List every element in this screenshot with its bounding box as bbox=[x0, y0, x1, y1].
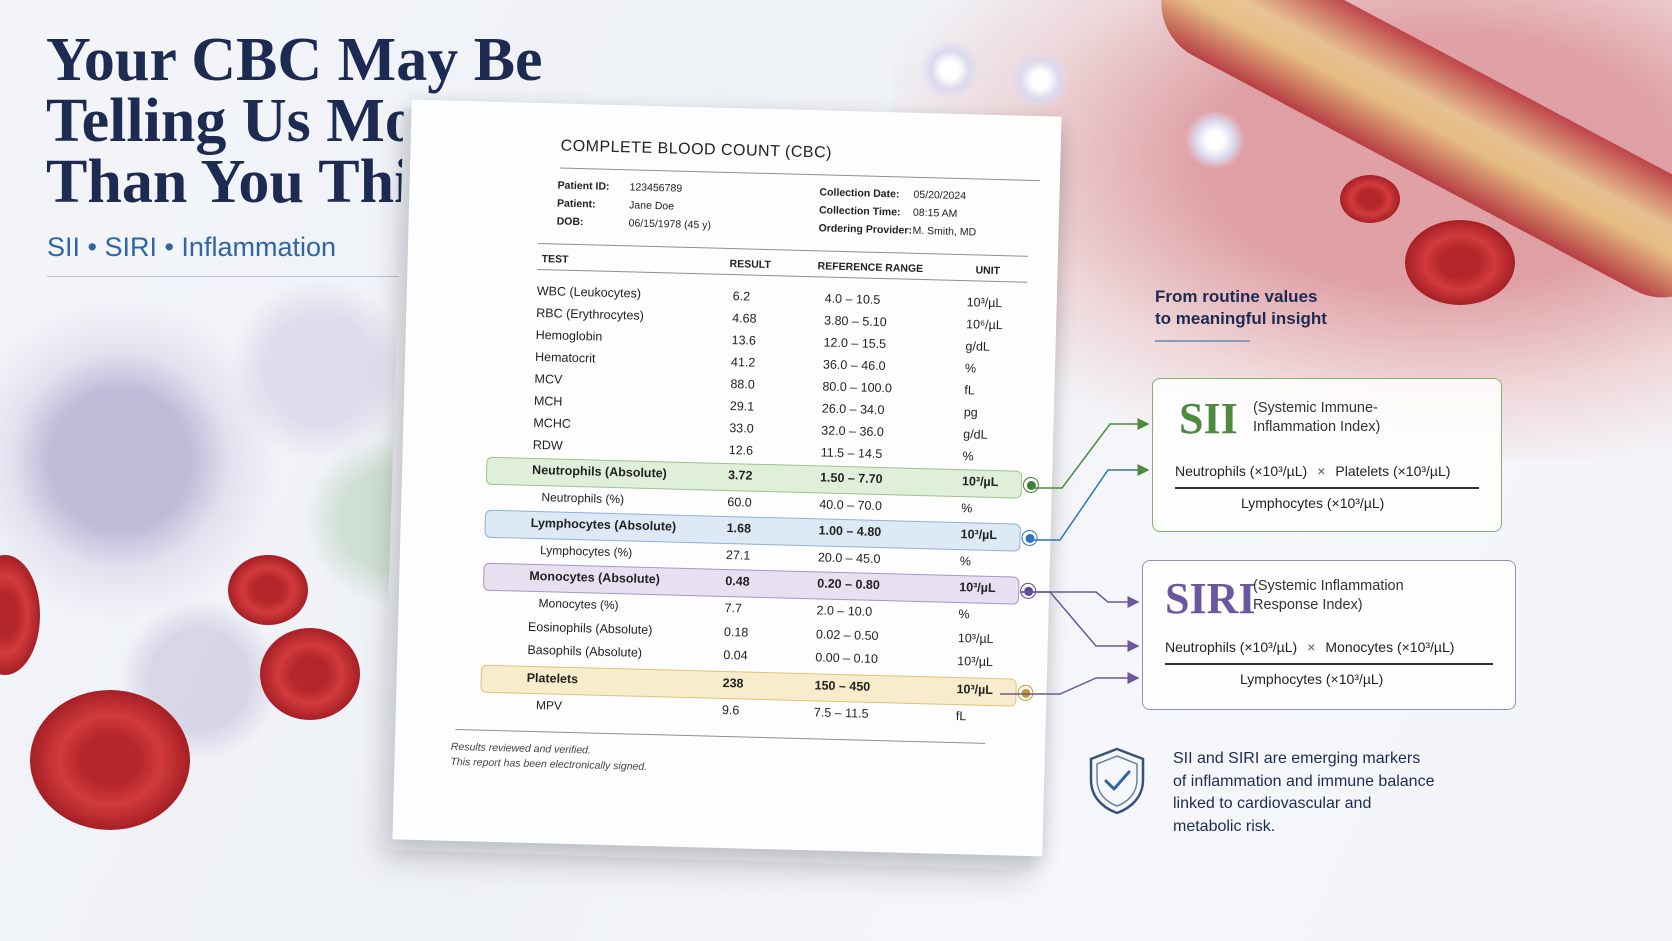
monocyte-to-siri-line-1 bbox=[1020, 591, 1140, 608]
siri-denominator: Lymphocytes (×10³/µL) bbox=[1240, 671, 1384, 687]
siri-full-name: (Systemic Inflammation Response Index) bbox=[1253, 578, 1404, 613]
siri-abbreviation: SIRI bbox=[1165, 574, 1256, 623]
white-cell-illustration bbox=[1185, 110, 1245, 170]
sii-full-name: (Systemic Immune- Inflammation Index) bbox=[1253, 400, 1381, 435]
siri-fraction-bar bbox=[1165, 663, 1493, 665]
sii-fraction-bar bbox=[1175, 487, 1479, 489]
headline-line-1: Your CBC May Be bbox=[46, 26, 543, 94]
insight-line-2: to meaningful insight bbox=[1155, 309, 1327, 328]
siri-card: SIRI (Systemic Inflammation Response Inde… bbox=[1142, 560, 1516, 710]
monocyte-to-siri-line-2 bbox=[1020, 591, 1140, 652]
siri-numerator: Neutrophils (×10³/µL) × Monocytes (×10³/µL… bbox=[1165, 639, 1455, 655]
sii-abbreviation: SII bbox=[1179, 394, 1238, 443]
red-blood-cell-illustration bbox=[30, 690, 190, 830]
insight-caption: From routine values to meaningful insigh… bbox=[1155, 286, 1327, 330]
white-cell-illustration bbox=[1010, 50, 1070, 110]
white-cell-illustration bbox=[920, 40, 980, 100]
sii-card: SII (Systemic Immune- Inflammation Index)… bbox=[1152, 378, 1502, 532]
red-blood-cell-illustration bbox=[1405, 220, 1515, 305]
neutrophil-to-sii-line bbox=[1032, 418, 1150, 489]
red-blood-cell-illustration bbox=[1340, 175, 1400, 223]
subtitle-divider bbox=[47, 276, 442, 277]
red-blood-cell-illustration bbox=[228, 555, 308, 625]
insight-divider bbox=[1155, 340, 1250, 342]
sii-numerator: Neutrophils (×10³/µL) × Platelets (×10³/µL… bbox=[1175, 463, 1451, 479]
shield-check-icon bbox=[1089, 747, 1145, 815]
headline-line-2: Telling Us More bbox=[46, 87, 470, 155]
lymphocyte-to-sii-line bbox=[1026, 464, 1150, 541]
insight-line-1: From routine values bbox=[1155, 287, 1318, 306]
sii-denominator: Lymphocytes (×10³/µL) bbox=[1241, 495, 1385, 511]
platelet-to-siri-line bbox=[1000, 672, 1140, 695]
red-blood-cell-illustration bbox=[260, 628, 360, 720]
subtitle: SII • SIRI • Inflammation bbox=[47, 232, 336, 262]
sii-siri-note: SII and SIRI are emerging markers of inf… bbox=[1173, 750, 1435, 835]
